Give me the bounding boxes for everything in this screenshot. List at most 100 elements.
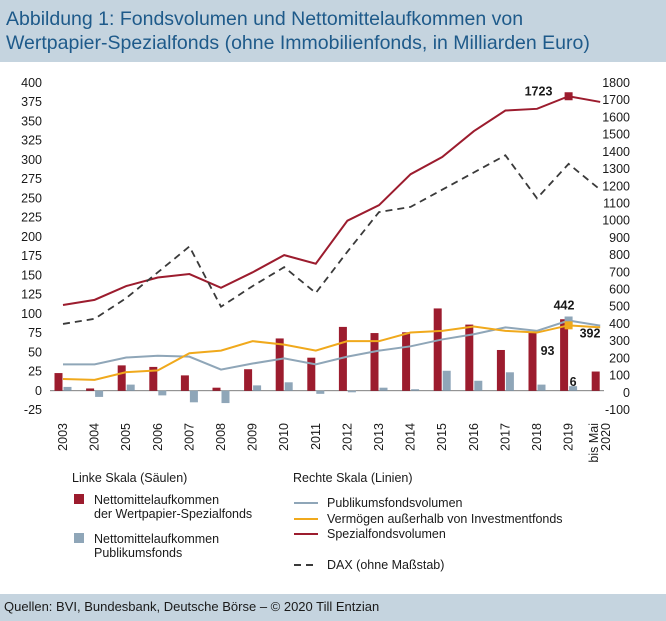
bar-spezialfonds-netflow [560, 319, 569, 391]
legend-label: Publikumsfonds [94, 546, 182, 560]
left-axis-tick-label: 375 [21, 95, 42, 109]
category-label: 2018 [530, 423, 544, 451]
left-axis-tick-label: 100 [21, 307, 42, 321]
left-axis-tick-label: 150 [21, 268, 42, 282]
category-label: 2011 [309, 423, 323, 450]
left-axis-tick-label: 250 [21, 191, 42, 205]
right-axis-tick-label: 0 [623, 386, 630, 400]
annotation-label: 1723 [525, 84, 553, 98]
right-axis-tick-label: 1000 [602, 214, 630, 228]
right-axis-tick-label: 1600 [602, 110, 630, 124]
marker-publikumsfonds-2019 [564, 316, 573, 325]
annotation-label: 93 [541, 344, 555, 358]
legend-label: DAX (ohne Maßstab) [327, 558, 444, 572]
category-label: 2010 [277, 423, 291, 451]
bar-spezialfonds-netflow [433, 308, 442, 391]
bar-publikumsfonds-netflow [253, 385, 262, 391]
right-axis-tick-label: 600 [609, 283, 630, 297]
category-label: 2008 [214, 423, 228, 451]
bar-publikumsfonds-netflow [505, 372, 514, 391]
line-dax [62, 154, 601, 325]
legend-label: Publikumsfondsvolumen [327, 496, 463, 510]
bar-spezialfonds-netflow [496, 349, 505, 391]
bar-publikumsfonds-netflow [474, 380, 483, 391]
bar-publikumsfonds-netflow [379, 387, 388, 391]
bar-spezialfonds-netflow [149, 366, 158, 391]
legend-right-heading: Rechte Skala (Linien) [293, 471, 413, 485]
right-axis-tick-label: 1300 [602, 162, 630, 176]
right-axis-tick-label: 100 [609, 369, 630, 383]
bar-spezialfonds-netflow [338, 326, 347, 391]
bar-spezialfonds-netflow [465, 324, 474, 391]
bar-spezialfonds-netflow [54, 373, 63, 391]
bar-spezialfonds-netflow [528, 332, 537, 391]
left-axis-tick-label: 300 [21, 153, 42, 167]
bar-spezialfonds-netflow [180, 375, 189, 391]
figure-title-line-2: Wertpapier-Spezialfonds (ohne Immobilien… [6, 32, 590, 54]
source-note: Quellen: BVI, Bundesbank, Deutsche Börse… [4, 599, 380, 614]
line-spezialfondsvolumen [62, 95, 601, 307]
right-axis-tick-label: 400 [609, 317, 630, 331]
right-axis-tick-label: 500 [609, 300, 630, 314]
bar-spezialfonds-netflow [402, 332, 411, 391]
category-label: 2006 [151, 423, 165, 451]
left-axis-tick-label: 325 [21, 134, 42, 148]
legend-left-heading: Linke Skala (Säulen) [72, 471, 187, 485]
legend-swatch-bar [74, 533, 84, 543]
category-label: 2014 [404, 423, 418, 451]
category-label: 2003 [56, 423, 70, 451]
bar-publikumsfonds-netflow [442, 370, 451, 391]
category-label: 2004 [88, 423, 102, 451]
bar-publikumsfonds-netflow [347, 390, 356, 393]
legend-swatch-bar [74, 494, 84, 504]
left-axis-tick-label: 175 [21, 249, 42, 263]
legend-label: Nettomittelaufkommen [94, 532, 219, 546]
bar-spezialfonds-netflow [117, 365, 126, 391]
bar-spezialfonds-netflow [212, 387, 221, 391]
bar-publikumsfonds-netflow [537, 384, 546, 391]
bar-publikumsfonds-netflow [189, 390, 198, 403]
right-axis-tick-label: 700 [609, 265, 630, 279]
left-axis-tick-label: 75 [28, 326, 42, 340]
right-axis-tick-label: 1200 [602, 179, 630, 193]
category-label: 2013 [372, 423, 386, 451]
category-label: 2009 [246, 423, 260, 451]
figure-title: Abbildung 1: Fondsvolumen und Nettomitte… [6, 7, 661, 55]
bar-publikumsfonds-netflow [569, 386, 578, 391]
left-axis-tick-label: 350 [21, 114, 42, 128]
bar-spezialfonds-netflow [244, 369, 253, 391]
line-publikumsfondsvolumen [63, 319, 601, 371]
left-axis-tick-label: -25 [24, 403, 42, 417]
category-label: 2017 [498, 423, 512, 451]
category-label: 2012 [340, 423, 354, 451]
category-label: 2015 [435, 423, 449, 451]
bar-publikumsfonds-netflow [63, 386, 72, 391]
bar-spezialfonds-netflow [86, 388, 95, 391]
marker-vermoegen-2019 [564, 321, 573, 330]
category-label: 2005 [119, 423, 133, 451]
left-axis-tick-label: 275 [21, 172, 42, 186]
left-axis-tick-label: 225 [21, 211, 42, 225]
bar-publikumsfonds-netflow [126, 384, 135, 391]
bar-spezialfonds-netflow [370, 333, 379, 391]
legend-label: Nettomittelaufkommen [94, 493, 219, 507]
chart-svg: 400 375 350 325 300 275 250 225 200 175 150 125 100 7… [21, 76, 630, 572]
left-axis-tick-label: 125 [21, 288, 42, 302]
annotation-label: 442 [554, 299, 575, 313]
bar-spezialfonds-netflow [307, 357, 316, 391]
right-axis-tick-label: 200 [609, 351, 630, 365]
annotation-label: 6 [570, 375, 577, 389]
right-axis-tick-label: 1700 [602, 93, 630, 107]
bar-spezialfonds-netflow [275, 338, 284, 391]
line-vermoegen-ausserhalb [62, 324, 601, 381]
right-axis-tick-label: 1400 [602, 145, 630, 159]
category-label: 2016 [467, 423, 481, 451]
right-axis-tick-label: 300 [609, 334, 630, 348]
left-axis-tick-label: 200 [21, 230, 42, 244]
right-axis-tick-label: 800 [609, 248, 630, 262]
category-label: bis Mai [587, 423, 601, 463]
legend-label: der Wertpapier-Spezialfonds [94, 507, 252, 521]
right-axis-tick-label: 1500 [602, 128, 630, 142]
right-axis-tick-label: 1100 [603, 196, 630, 210]
right-axis-tick-label: -100 [605, 403, 630, 417]
